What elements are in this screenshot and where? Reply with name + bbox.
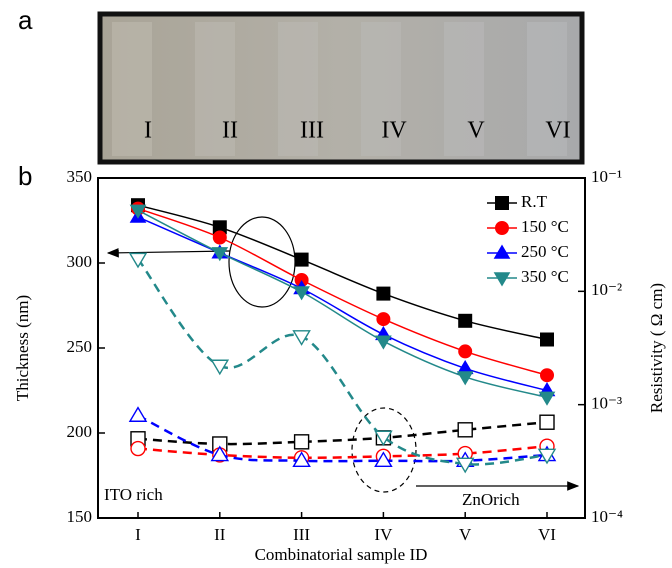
- y-tick-label: 150: [67, 507, 93, 526]
- y-tick-label: 250: [67, 337, 93, 356]
- marker: [293, 434, 310, 450]
- marker: [292, 451, 311, 468]
- marker: [212, 230, 227, 245]
- marker: [292, 330, 311, 346]
- series-line: [137, 209, 548, 399]
- marker: [293, 286, 310, 301]
- legend-label: 250 °C: [521, 242, 569, 261]
- x-tick-label: IV: [374, 525, 393, 544]
- x-tick-label: I: [135, 525, 141, 544]
- marker: [537, 448, 557, 465]
- dashed-line: [137, 444, 548, 460]
- marker: [458, 344, 473, 359]
- marker: [128, 252, 148, 269]
- plot-frame: [97, 177, 586, 519]
- y2-axis-label: Resistivity ( Ω cm): [647, 283, 666, 413]
- marker: [493, 272, 511, 287]
- legend-label: 350 °C: [521, 267, 569, 286]
- photo-label: I: [144, 118, 152, 144]
- marker: [130, 440, 146, 457]
- y2-tick-label: 10⁻²: [591, 280, 622, 299]
- marker: [376, 286, 391, 301]
- marker: [538, 391, 556, 406]
- marker: [495, 221, 509, 235]
- photo: [97, 11, 585, 165]
- marker: [210, 445, 230, 462]
- marker: [376, 312, 391, 327]
- marker: [458, 313, 473, 328]
- marker: [540, 332, 554, 347]
- photo-label: V: [467, 118, 485, 144]
- marker: [211, 247, 229, 262]
- x-tick-label: VI: [538, 525, 556, 544]
- x-axis-label: Combinatorial sample ID: [255, 545, 428, 564]
- marker: [455, 457, 475, 474]
- annotation: ITO rich: [104, 485, 163, 504]
- marker: [294, 252, 309, 267]
- x-tick-label: II: [214, 525, 226, 544]
- marker: [539, 414, 555, 430]
- dashed-line: [137, 420, 548, 446]
- marker: [375, 335, 392, 350]
- y-axis-label: Thickness (nm): [13, 295, 32, 401]
- y2-tick-label: 10⁻³: [591, 394, 622, 413]
- photo-label: VI: [545, 118, 570, 144]
- photo-label: IV: [381, 118, 407, 144]
- dashed-line: [137, 414, 548, 463]
- legend-label: 150 °C: [521, 217, 569, 236]
- series-line: [137, 207, 548, 376]
- panel-label: b: [18, 161, 32, 191]
- y-tick-label: 300: [67, 252, 93, 271]
- marker: [457, 422, 473, 438]
- annotation: ZnOrich: [462, 490, 520, 509]
- photo-label: II: [222, 118, 238, 144]
- y-tick-label: 200: [67, 422, 93, 441]
- dashed-line: [137, 258, 548, 466]
- x-tick-label: III: [293, 525, 310, 544]
- marker: [540, 368, 554, 383]
- marker: [456, 371, 474, 386]
- legend-label: R.T: [521, 192, 548, 211]
- ellipse: [351, 407, 417, 493]
- series-line: [137, 204, 548, 341]
- marker: [495, 196, 509, 210]
- marker: [493, 244, 511, 259]
- y-tick-label: 350: [67, 167, 93, 186]
- x-tick-label: V: [459, 525, 472, 544]
- photo-label: III: [300, 118, 324, 144]
- marker: [374, 430, 393, 447]
- marker: [128, 406, 148, 422]
- marker: [210, 359, 230, 376]
- y2-tick-label: 10⁻¹: [591, 167, 622, 186]
- marker: [374, 451, 393, 468]
- arrow: [106, 248, 231, 258]
- y2-tick-label: 10⁻⁴: [591, 507, 623, 526]
- marker: [129, 204, 147, 219]
- panel-label: a: [18, 5, 33, 35]
